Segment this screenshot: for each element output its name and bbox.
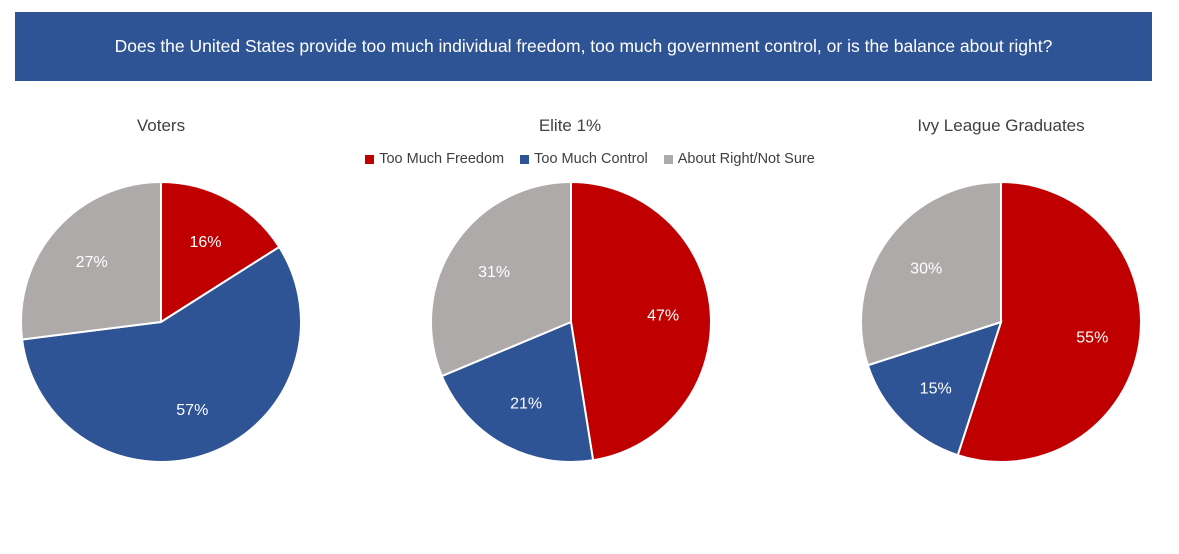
data-label-voters-freedom: 16% [189,234,221,251]
pie-slice-elite-control [440,320,595,463]
legend-label-freedom: Too Much Freedom [379,151,505,167]
data-label-elite-control: 21% [510,396,542,413]
pie-elite: 47% 21% 31% [430,180,712,463]
pie-ivy: 55% 15% 30% [860,180,1142,463]
pie-slice-voters-about-right [20,180,162,341]
chart-title-voters: Voters [136,116,186,135]
data-label-ivy-about-right: 30% [910,261,942,278]
legend-item-freedom: Too Much Freedom [365,151,504,167]
pie-slice-voters-freedom [160,180,281,324]
chart-title-ivy: Ivy League Graduates [917,116,1085,135]
question-banner: Does the United States provide too much … [15,12,1152,81]
pie-voters: 16% 57% 27% [20,180,302,463]
data-label-ivy-freedom: 55% [1076,330,1108,347]
data-label-voters-about-right: 27% [76,254,108,271]
legend-swatch-control [520,154,530,164]
legend: Too Much Freedom Too Much Control About … [330,151,850,167]
legend-swatch-about-right [663,154,673,164]
pie-slice-elite-freedom [570,180,712,462]
legend-label-about-right: About Right/Not Sure [677,151,815,167]
pie-slice-ivy-about-right [860,180,1002,367]
data-label-elite-freedom: 47% [647,308,679,325]
data-label-ivy-control: 15% [920,380,952,397]
legend-item-about-right: About Right/Not Sure [663,151,815,167]
pie-slice-ivy-freedom [956,180,1142,463]
pie-slice-voters-control [20,245,302,463]
pie-slice-elite-about-right [430,180,572,378]
data-label-voters-control: 57% [176,402,208,419]
legend-swatch-freedom [365,154,375,164]
question-text: Does the United States provide too much … [114,36,1053,56]
chart-title-elite: Elite 1% [538,116,602,135]
data-label-elite-about-right: 31% [478,264,510,281]
legend-label-control: Too Much Control [534,151,648,167]
legend-item-control: Too Much Control [520,151,648,167]
